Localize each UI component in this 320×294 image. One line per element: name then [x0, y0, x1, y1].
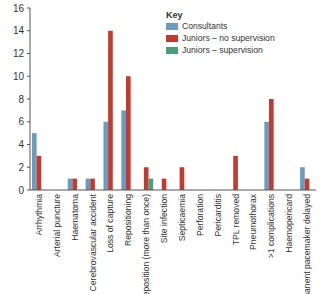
- bar: [32, 133, 37, 190]
- y-tick-label: 6: [18, 116, 24, 127]
- legend-title: Key: [166, 10, 183, 20]
- bar: [103, 122, 108, 190]
- legend-swatch: [166, 23, 178, 30]
- x-tick-label: Haematoma: [70, 194, 80, 241]
- bar: [180, 167, 185, 190]
- bar: [149, 179, 154, 190]
- y-tick-label: 14: [13, 25, 25, 36]
- bar: [269, 99, 274, 190]
- y-tick-label: 0: [18, 185, 24, 196]
- y-tick-label: 10: [13, 71, 25, 82]
- bar: [86, 179, 91, 190]
- bar: [162, 179, 167, 190]
- legend-swatch: [166, 47, 178, 54]
- x-tick-label: Repositioning: [123, 194, 133, 246]
- y-tick-label: 4: [18, 139, 24, 150]
- x-tick-label: Haemopericard: [284, 194, 294, 253]
- x-tick-label: >1 complications: [266, 194, 276, 258]
- x-tick-label: Loss of capture: [105, 194, 115, 253]
- x-tick-label: Cerebrovascular accident: [88, 193, 98, 291]
- bar: [72, 179, 77, 190]
- bar: [126, 76, 131, 190]
- bar: [144, 167, 149, 190]
- bar: [37, 156, 42, 190]
- chart: 0 2 4 6 8 10 12 14 16 Arrhythmia Arterial puncture…: [0, 0, 320, 294]
- bar: [305, 179, 310, 190]
- x-tick-label: Pericarditis: [213, 194, 223, 237]
- bar: [264, 122, 269, 190]
- x-tick-label: Pneumothorax: [248, 193, 258, 250]
- x-tick-label: Permanent pacemaker delayed: [302, 194, 312, 294]
- bar: [68, 179, 73, 190]
- x-tick-label: TPL removed: [231, 194, 241, 245]
- x-tick-label: Septicaemia: [177, 194, 187, 242]
- y-tick-label: 12: [13, 48, 25, 59]
- legend-swatch: [166, 35, 178, 42]
- bar: [233, 156, 238, 190]
- bars: [32, 31, 309, 190]
- legend-label: Juniors – supervision: [182, 45, 263, 55]
- bar: [300, 167, 305, 190]
- x-tick-label: Arrhythmia: [34, 194, 44, 236]
- x-axis: [30, 190, 316, 191]
- x-tick-label: Reposition (more than once): [141, 194, 151, 294]
- x-tick-label: Site infection: [159, 194, 169, 243]
- y-tick-label: 2: [18, 162, 24, 173]
- bar: [108, 31, 113, 190]
- legend-label: Juniors – no supervision: [182, 33, 275, 43]
- x-tick-label: Arterial puncture: [52, 194, 62, 257]
- legend-label: Consultants: [182, 21, 227, 31]
- x-tick-label: Perforation: [195, 194, 205, 236]
- bar: [121, 110, 126, 190]
- y-tick-label: 8: [18, 94, 24, 105]
- y-axis: [30, 8, 31, 190]
- bar: [90, 179, 95, 190]
- y-tick-label: 16: [13, 3, 25, 14]
